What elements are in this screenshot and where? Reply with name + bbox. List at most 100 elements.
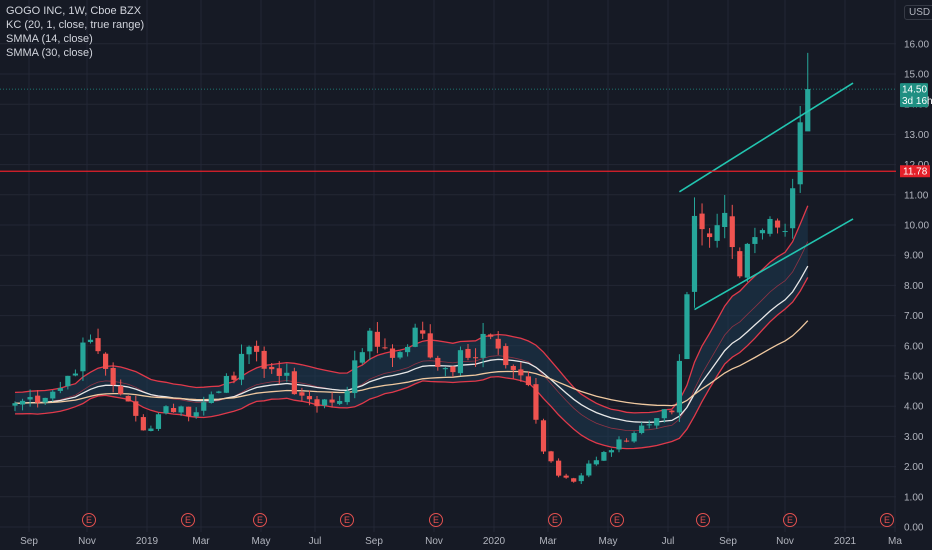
- candle-body[interactable]: [72, 373, 78, 376]
- currency-label[interactable]: USD: [904, 5, 932, 20]
- candle-body[interactable]: [744, 243, 750, 278]
- candle-body[interactable]: [299, 392, 305, 396]
- smma-14-line[interactable]: [14, 265, 809, 423]
- candle-body[interactable]: [472, 357, 479, 359]
- earnings-marker[interactable]: E: [82, 513, 96, 527]
- earnings-marker[interactable]: E: [181, 513, 195, 527]
- candle-body[interactable]: [12, 403, 18, 406]
- candle-body[interactable]: [450, 366, 456, 373]
- candle-body[interactable]: [208, 394, 214, 404]
- candle-body[interactable]: [314, 399, 320, 407]
- candle-body[interactable]: [510, 365, 516, 370]
- price-tag[interactable]: [900, 83, 928, 108]
- candle-body[interactable]: [306, 396, 313, 400]
- candle-body[interactable]: [352, 360, 358, 394]
- candle-body[interactable]: [782, 231, 788, 233]
- candle-body[interactable]: [80, 342, 86, 372]
- trendline[interactable]: [678, 82, 854, 193]
- candle-body[interactable]: [503, 346, 509, 366]
- candle-body[interactable]: [684, 294, 690, 360]
- candle-body[interactable]: [405, 346, 411, 353]
- candle-body[interactable]: [465, 348, 471, 358]
- candle-body[interactable]: [103, 353, 109, 369]
- candle-body[interactable]: [321, 399, 328, 406]
- candle-body[interactable]: [676, 360, 682, 413]
- candle-body[interactable]: [140, 417, 146, 431]
- indicator-smma-30[interactable]: SMMA (30, close): [6, 47, 93, 59]
- candle-body[interactable]: [186, 406, 192, 417]
- level-tag[interactable]: [900, 165, 930, 178]
- candle-body[interactable]: [737, 251, 743, 277]
- candle-body[interactable]: [601, 452, 607, 461]
- candle-body[interactable]: [374, 331, 380, 347]
- earnings-marker[interactable]: E: [429, 513, 443, 527]
- kc-lower-line[interactable]: [14, 277, 809, 450]
- candle-body[interactable]: [178, 406, 184, 413]
- candle-body[interactable]: [540, 420, 547, 452]
- candle-body[interactable]: [223, 376, 229, 393]
- candle-body[interactable]: [95, 338, 101, 352]
- indicator-smma-14[interactable]: SMMA (14, close): [6, 33, 93, 45]
- candle-body[interactable]: [639, 425, 645, 433]
- candle-body[interactable]: [631, 433, 637, 442]
- candle-body[interactable]: [586, 463, 592, 476]
- earnings-marker[interactable]: E: [783, 513, 797, 527]
- candle-body[interactable]: [246, 346, 252, 355]
- candle-body[interactable]: [488, 334, 494, 337]
- earnings-marker[interactable]: E: [610, 513, 624, 527]
- candlesticks[interactable]: [12, 52, 811, 484]
- candle-body[interactable]: [805, 89, 811, 132]
- candle-body[interactable]: [110, 368, 116, 385]
- candle-body[interactable]: [714, 225, 720, 241]
- candle-body[interactable]: [35, 395, 41, 403]
- candle-body[interactable]: [691, 215, 698, 292]
- candle-body[interactable]: [661, 409, 667, 419]
- candle-body[interactable]: [148, 428, 154, 431]
- drawings[interactable]: [0, 82, 896, 311]
- candle-body[interactable]: [442, 368, 448, 370]
- candle-body[interactable]: [435, 357, 441, 367]
- indicator-kc[interactable]: KC (20, 1, close, true range): [6, 19, 145, 31]
- candle-body[interactable]: [193, 412, 199, 417]
- candle-body[interactable]: [238, 353, 245, 380]
- candle-body[interactable]: [616, 439, 622, 450]
- candle-body[interactable]: [50, 391, 56, 399]
- candle-body[interactable]: [563, 475, 569, 478]
- candle-body[interactable]: [646, 424, 652, 426]
- time-axis[interactable]: Sep Nov 2019 Mar May Jul Sep Nov 2020 Mar May Jul Se…: [20, 536, 902, 547]
- candle-body[interactable]: [412, 327, 418, 347]
- candle-body[interactable]: [19, 400, 26, 405]
- candle-body[interactable]: [797, 122, 803, 185]
- candle-body[interactable]: [231, 375, 237, 380]
- price-axis[interactable]: 0.00 1.00 2.00 3.00 4.00 5.00 6.00 7.00 8.00 9.00…: [900, 39, 932, 534]
- candle-body[interactable]: [382, 347, 388, 349]
- candle-body[interactable]: [774, 220, 781, 228]
- candle-body[interactable]: [276, 368, 282, 376]
- candle-body[interactable]: [389, 348, 396, 358]
- candle-body[interactable]: [118, 386, 124, 395]
- candle-body[interactable]: [367, 330, 373, 352]
- candle-body[interactable]: [790, 188, 796, 229]
- trendline[interactable]: [694, 218, 854, 311]
- candle-body[interactable]: [359, 352, 365, 363]
- candle-body[interactable]: [42, 397, 48, 403]
- candle-body[interactable]: [163, 406, 169, 414]
- candle-body[interactable]: [767, 218, 773, 234]
- candle-body[interactable]: [427, 333, 433, 358]
- candle-body[interactable]: [556, 460, 562, 476]
- earnings-marker[interactable]: E: [548, 513, 562, 527]
- candle-body[interactable]: [57, 388, 63, 391]
- earnings-marker[interactable]: E: [253, 513, 267, 527]
- candle-body[interactable]: [722, 212, 728, 228]
- candle-body[interactable]: [261, 350, 267, 369]
- earnings-marker[interactable]: E: [880, 513, 894, 527]
- earnings-marker[interactable]: E: [696, 513, 710, 527]
- candle-body[interactable]: [27, 397, 33, 400]
- earnings-marker[interactable]: E: [340, 513, 354, 527]
- candle-body[interactable]: [457, 350, 464, 374]
- candle-body[interactable]: [518, 369, 524, 376]
- symbol-line[interactable]: GOGO INC, 1W, Cboe BZX: [6, 5, 142, 17]
- candle-body[interactable]: [480, 333, 486, 358]
- candle-body[interactable]: [397, 352, 403, 358]
